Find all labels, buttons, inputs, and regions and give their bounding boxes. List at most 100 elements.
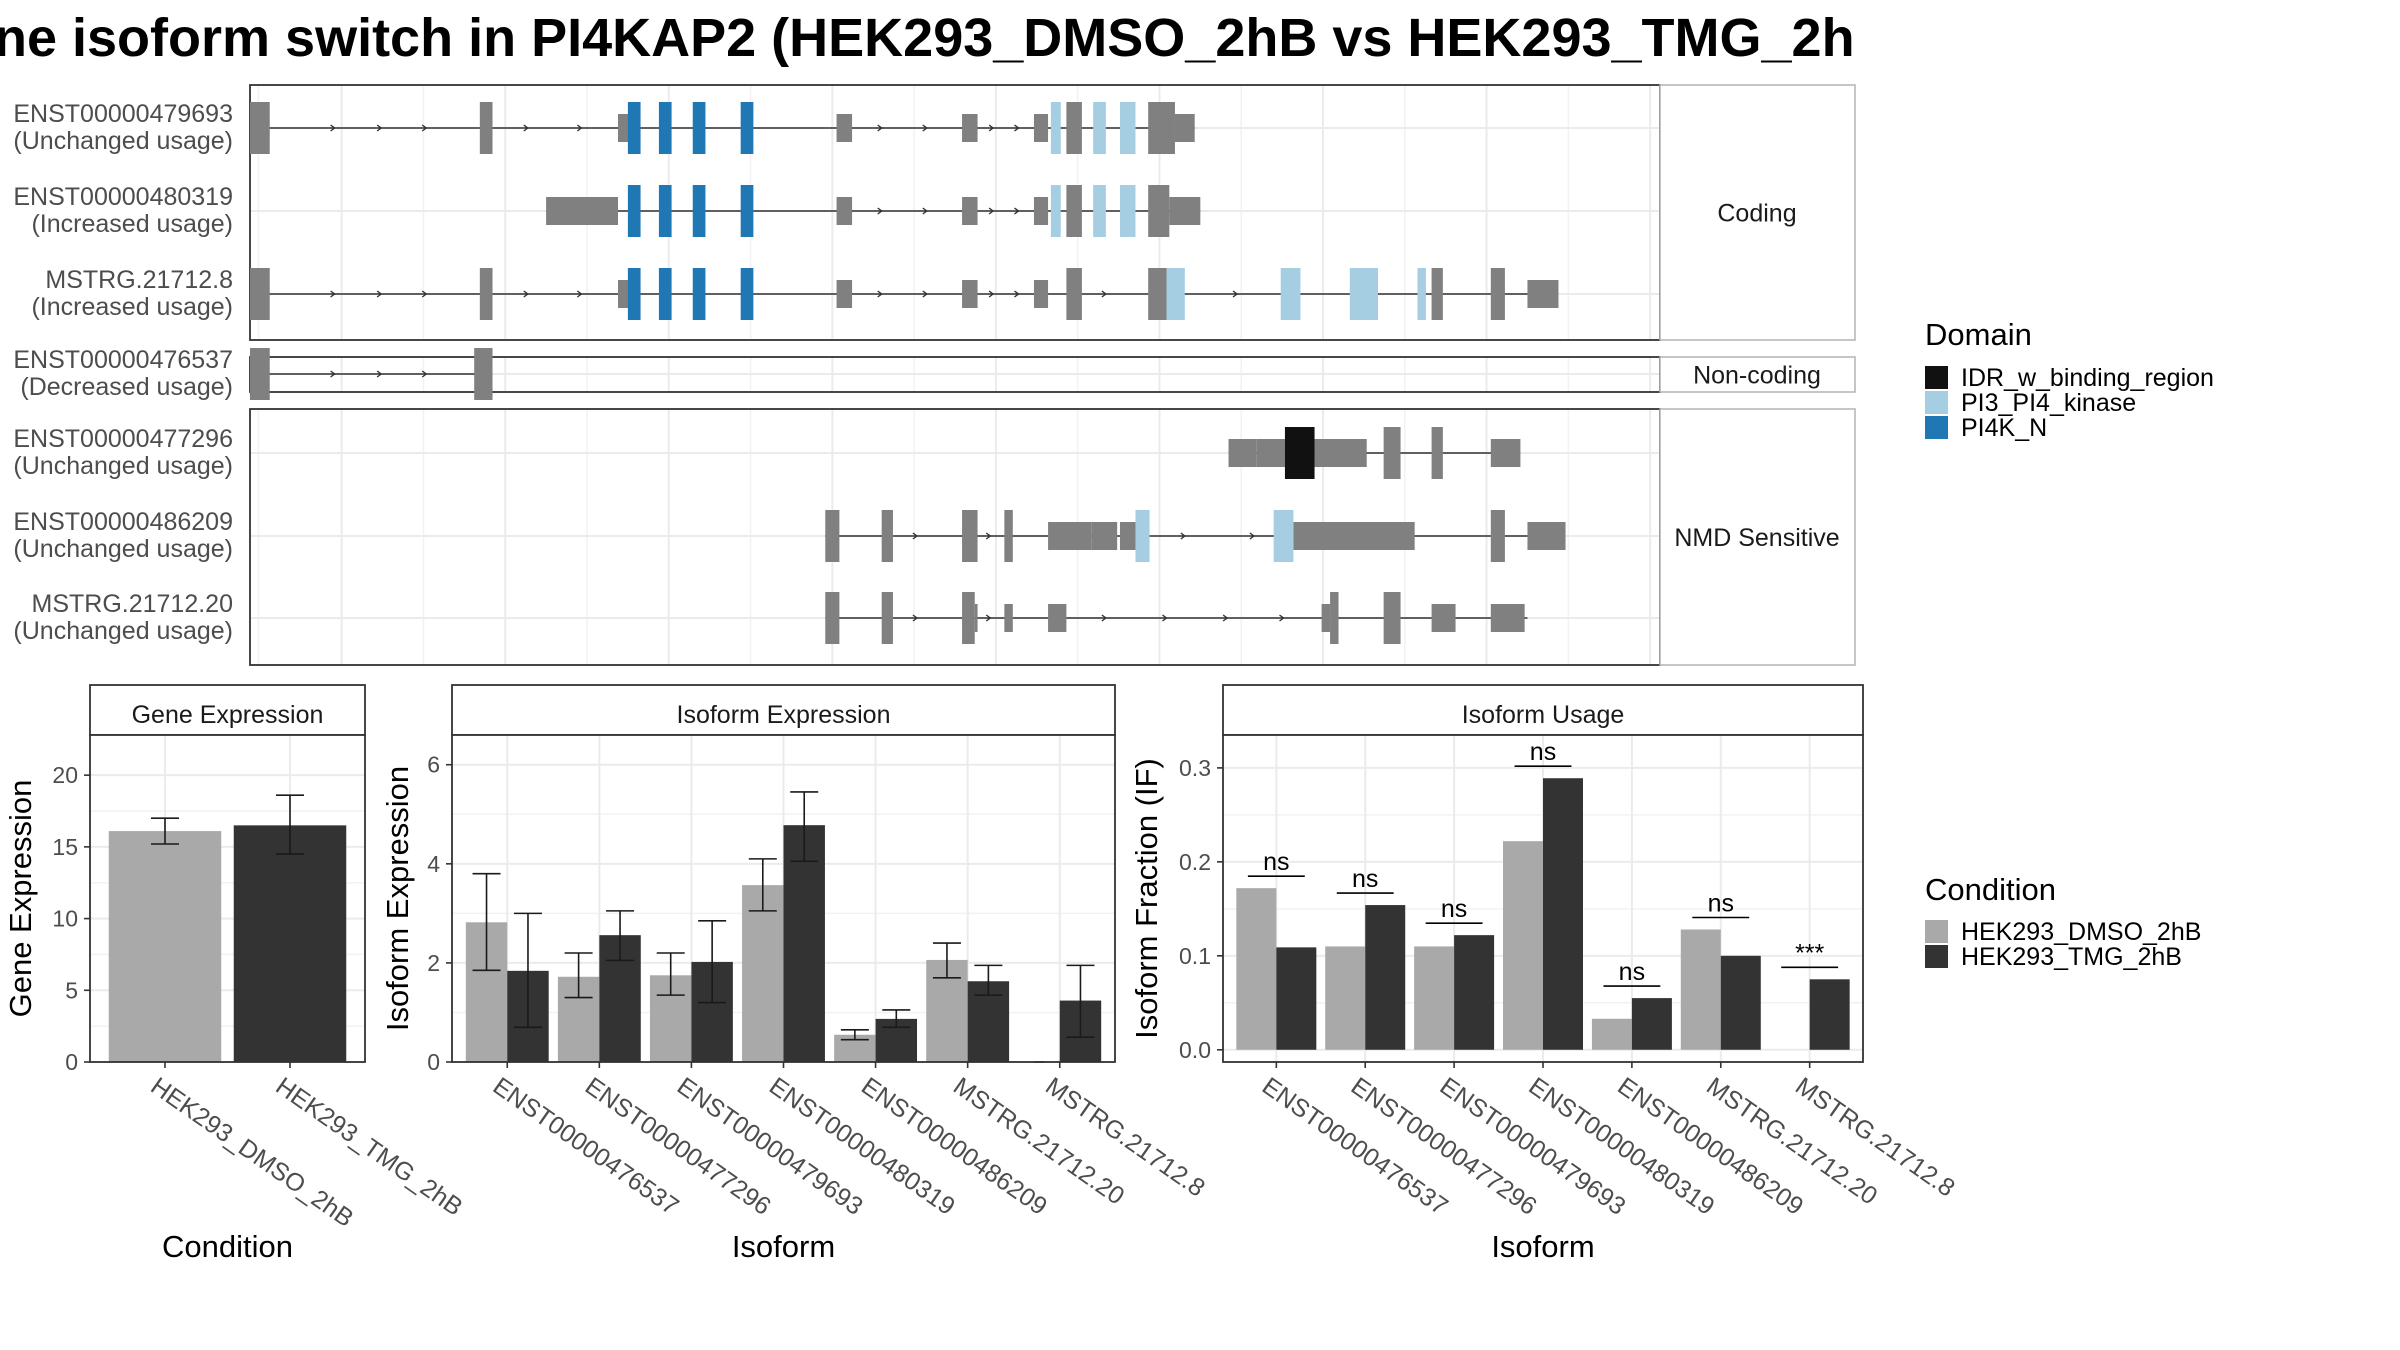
domain-legend: Domain IDR_w_binding_regionPI3_PI4_kinase… xyxy=(1925,317,2214,442)
utr-exon xyxy=(1431,604,1456,632)
utr-exon xyxy=(1169,197,1201,225)
pi4k-n-domain xyxy=(658,268,672,320)
exon xyxy=(881,510,893,562)
condition-legend-label: HEK293_DMSO_2hB xyxy=(1961,918,2201,946)
gene-structure-panel: Coding Non-coding NMD Sensitive ENST0000047… xyxy=(13,84,1856,666)
y-axis-title: Isoform Fraction (IF) xyxy=(1129,758,1164,1039)
significance-label: ns xyxy=(1619,958,1645,986)
strand-arrow xyxy=(877,290,883,298)
utr-exon xyxy=(1004,604,1013,632)
utr-exon xyxy=(1314,439,1367,467)
strand-arrow xyxy=(985,532,992,540)
utr-exon xyxy=(836,197,853,225)
bar-tmg xyxy=(1720,955,1761,1050)
pi4k-n-domain xyxy=(627,268,641,320)
exon xyxy=(1383,592,1401,644)
strand-arrow xyxy=(1222,614,1229,622)
utr-exon xyxy=(1033,114,1049,142)
strand-arrow xyxy=(922,290,928,298)
transcript-id-label: ENST00000479693 xyxy=(13,100,233,128)
strand-arrow xyxy=(1101,614,1108,622)
strand-arrow xyxy=(922,124,928,132)
y-tick-label: 0 xyxy=(427,1049,440,1075)
condition-legend-swatch xyxy=(1925,945,1948,968)
pi3-pi4-kinase-domain xyxy=(1093,102,1106,154)
transcript-track xyxy=(250,268,1559,320)
utr-exon xyxy=(1228,439,1257,467)
strand-arrow xyxy=(330,290,336,298)
panel-strip-label: Isoform Expression xyxy=(677,701,891,729)
y-tick-label: 6 xyxy=(427,752,440,778)
panel-strip-label: Isoform Usage xyxy=(1462,701,1625,729)
exon xyxy=(1148,185,1170,237)
domain-legend-label: IDR_w_binding_region xyxy=(1961,364,2214,392)
utr-exon xyxy=(1033,280,1049,308)
strand-arrow xyxy=(376,290,383,298)
pi4k-n-domain xyxy=(658,102,672,154)
bar-tmg xyxy=(1631,998,1672,1050)
isoform-usage-panel: Isoform Usage ns ns ns ns ns ns *** 0.0 0.1 0.2 0.3… xyxy=(1129,684,1960,1264)
y-axis-title: Isoform Expression xyxy=(380,766,415,1031)
strand-arrow xyxy=(988,290,995,298)
utr-exon xyxy=(962,114,978,142)
pi3-pi4-kinase-domain xyxy=(1050,102,1061,154)
y-tick-label: 4 xyxy=(427,851,440,877)
transcript-usage-label: (Unchanged usage) xyxy=(13,617,233,645)
bar-dmso xyxy=(1680,929,1721,1050)
utr-exon xyxy=(1048,522,1092,550)
y-axis-title: Gene Expression xyxy=(3,780,38,1018)
domain-legend-title: Domain xyxy=(1925,317,2032,352)
strand-arrow xyxy=(421,124,428,132)
significance-label: ns xyxy=(1708,890,1734,918)
domain-legend-swatch xyxy=(1925,366,1948,389)
strand-arrow xyxy=(523,290,529,298)
significance-label: *** xyxy=(1795,939,1824,967)
strand-arrow xyxy=(1232,290,1239,298)
pi3-pi4-kinase-domain xyxy=(1349,268,1378,320)
utr-exon xyxy=(1033,197,1049,225)
panel-strip-label: Gene Expression xyxy=(132,701,324,729)
exon xyxy=(1383,427,1401,479)
transcript-id-label: MSTRG.21712.8 xyxy=(45,266,233,294)
strand-arrow xyxy=(1180,532,1186,540)
panel-strip xyxy=(89,684,366,736)
utr-exon xyxy=(1490,439,1521,467)
strand-arrow xyxy=(877,207,883,215)
pi3-pi4-kinase-domain xyxy=(1135,510,1150,562)
transcript-usage-label: (Unchanged usage) xyxy=(13,535,233,563)
exon xyxy=(1431,268,1443,320)
exon xyxy=(1490,268,1505,320)
utr-exon xyxy=(1527,522,1566,550)
bar-tmg xyxy=(1809,979,1850,1050)
exon xyxy=(250,268,270,320)
pi3-pi4-kinase-domain xyxy=(1166,268,1185,320)
transcript-id-label: ENST00000477296 xyxy=(13,425,233,453)
bar-dmso xyxy=(742,885,784,1062)
isoform-expression-panel: Isoform Expression0246ENST00000476537ENS… xyxy=(380,684,1210,1264)
utr-exon xyxy=(1490,604,1525,632)
exon xyxy=(825,510,840,562)
x-tick-label: HEK293_DMSO_2hB xyxy=(146,1072,359,1233)
pi4k-n-domain xyxy=(692,268,706,320)
strand-arrow xyxy=(1101,290,1108,298)
domain-legend-label: PI4K_N xyxy=(1961,414,2047,442)
transcript-track xyxy=(250,348,493,400)
facet-strip xyxy=(1659,408,1856,666)
panel-strip xyxy=(1222,684,1864,736)
strand-arrow xyxy=(1162,614,1168,622)
y-tick-label: 0.3 xyxy=(1179,755,1211,781)
significance-label: ns xyxy=(1263,848,1289,876)
utr-exon xyxy=(836,114,853,142)
exon xyxy=(1148,268,1167,320)
transcript-id-label: MSTRG.21712.20 xyxy=(32,590,234,618)
exon xyxy=(1148,102,1175,154)
bar xyxy=(233,825,347,1062)
pi4k-n-domain xyxy=(740,102,754,154)
exon xyxy=(962,510,978,562)
strand-arrow xyxy=(576,124,583,132)
facet-strip-label: NMD Sensitive xyxy=(1674,524,1839,552)
utr-exon xyxy=(1527,280,1559,308)
utr-exon xyxy=(836,280,853,308)
utr-exon xyxy=(1091,522,1118,550)
pi3-pi4-kinase-domain xyxy=(1273,510,1294,562)
